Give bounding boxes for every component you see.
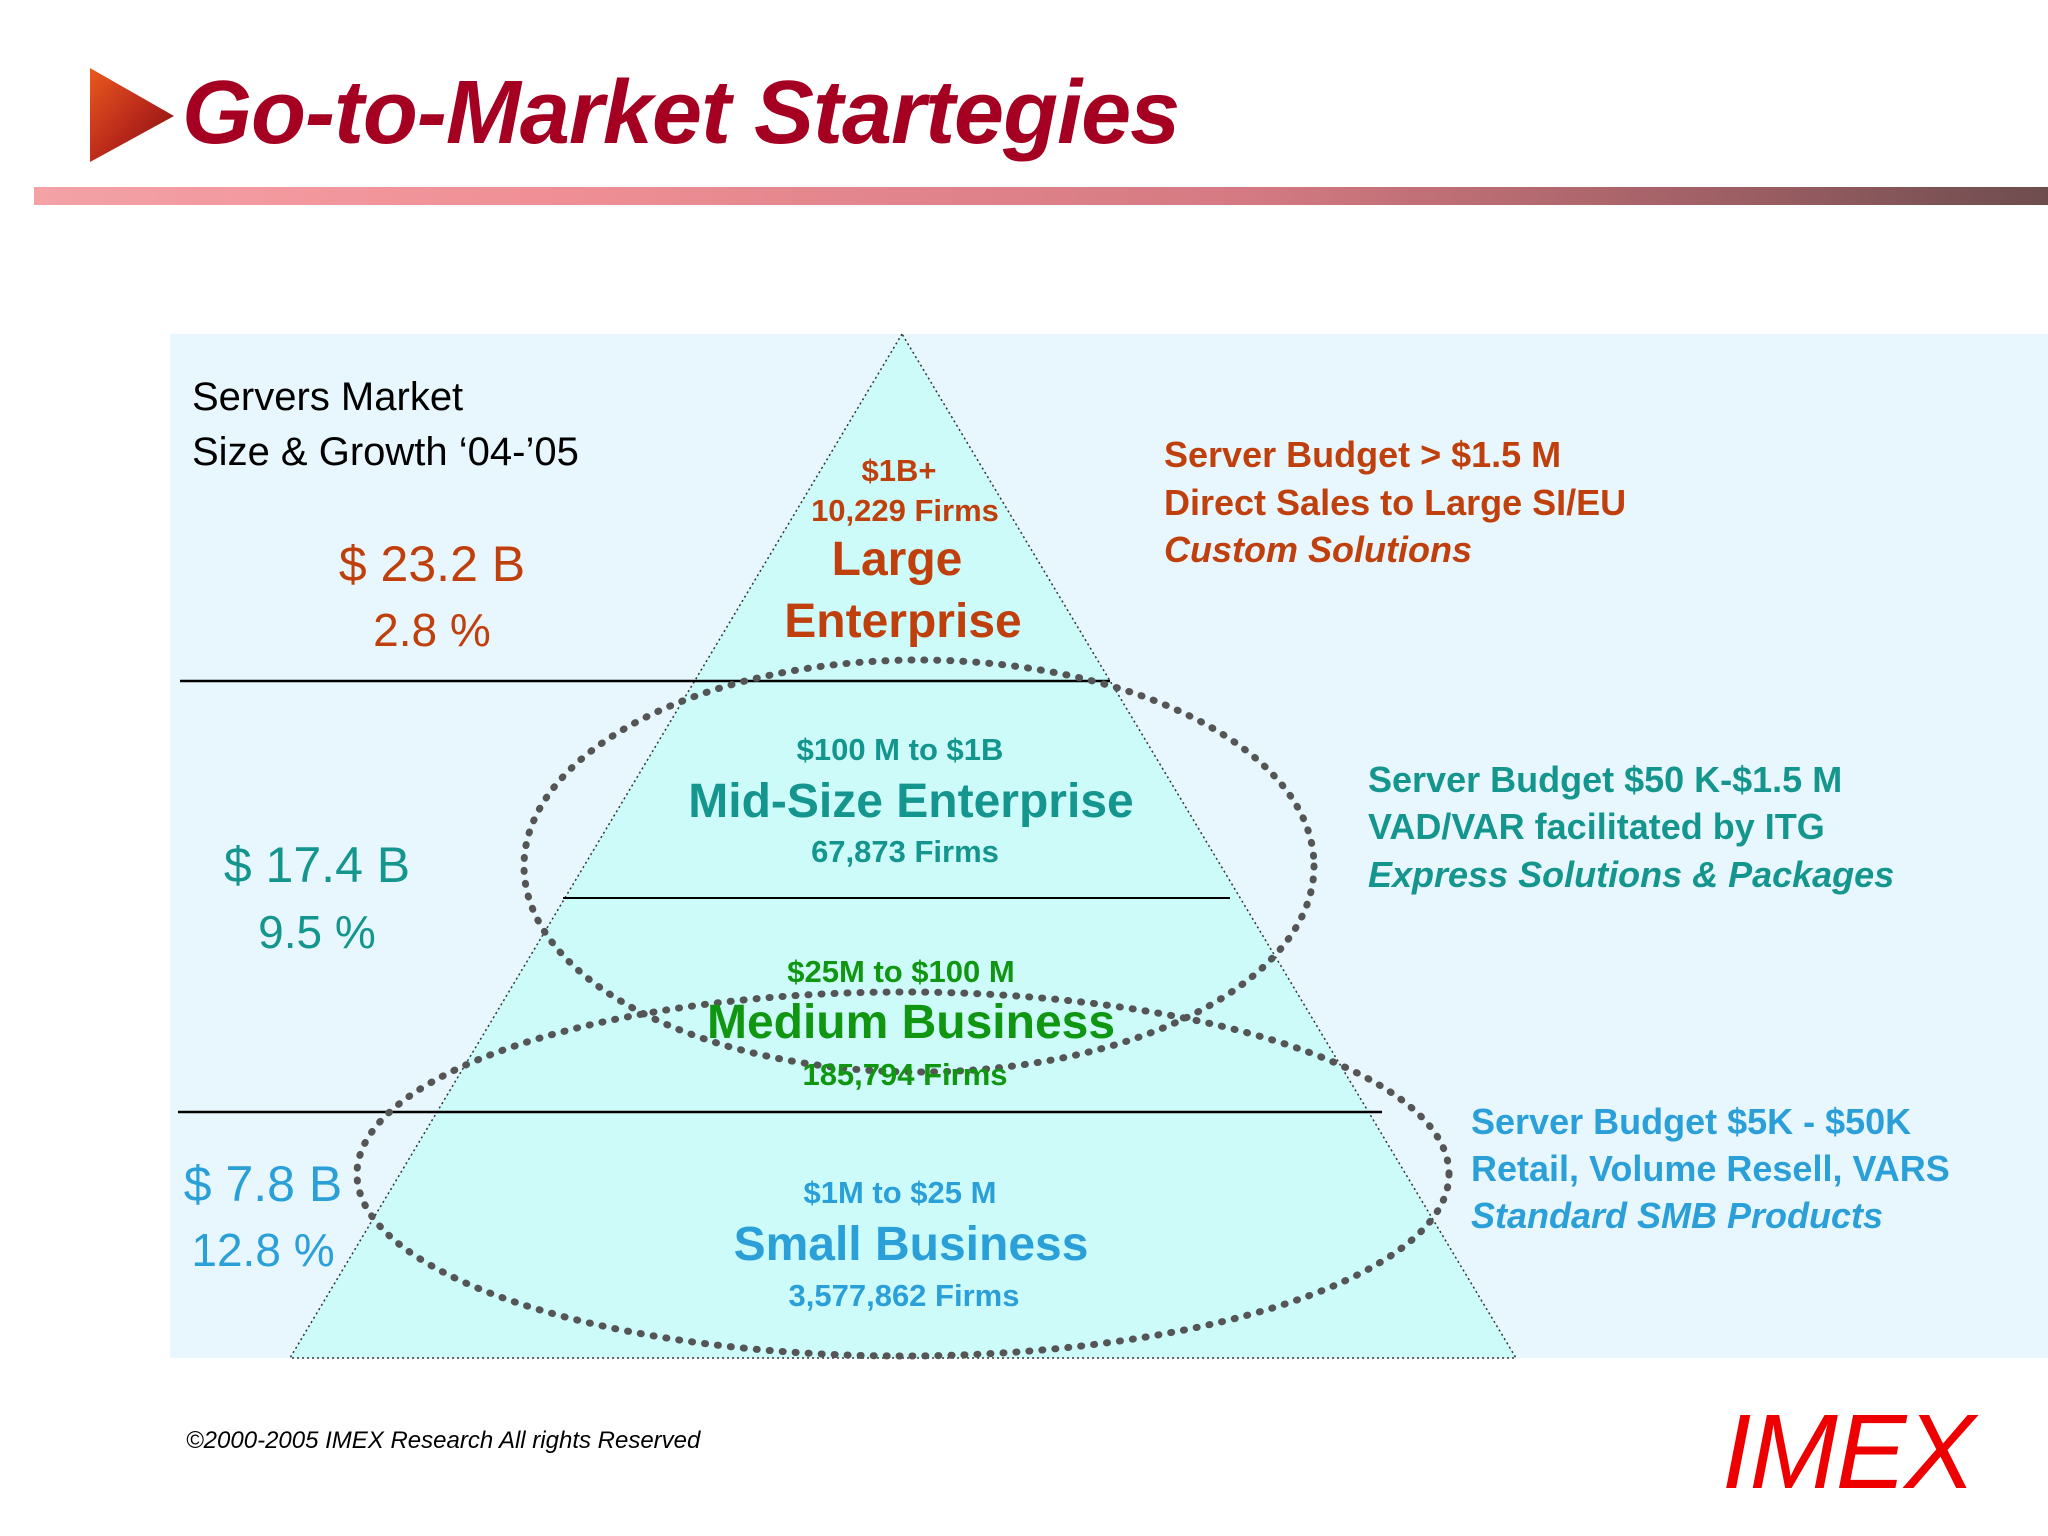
imex-logo: IMEX: [1722, 1393, 1975, 1511]
small-note-channel: Retail, Volume Resell, VARS: [1471, 1148, 1950, 1189]
medium-firm-count: 185,794 Firms: [802, 1057, 1007, 1092]
smb-market-ellipse: [353, 988, 1453, 1360]
mid-note-budget: Server Budget $50 K-$1.5 M: [1368, 759, 1842, 800]
small-revenue-range: $1M to $25 M: [804, 1175, 997, 1210]
large-market-size: $ 23.2 B: [339, 536, 525, 592]
large-market-growth: 2.8 %: [373, 604, 491, 656]
mid-market-size: $ 17.4 B: [224, 837, 410, 893]
small-market-size: $ 7.8 B: [184, 1156, 342, 1212]
market-label-line-2: Size & Growth ‘04-’05: [192, 430, 579, 474]
small-firm-count: 3,577,862 Firms: [789, 1278, 1020, 1313]
page-title: Go-to-Market Startegies: [182, 63, 1180, 163]
mid-note-offering: Express Solutions & Packages: [1368, 854, 1894, 895]
copyright-notice: ©2000-2005 IMEX Research All rights Rese…: [186, 1427, 701, 1454]
large-note-offering: Custom Solutions: [1164, 529, 1472, 570]
medium-revenue-range: $25M to $100 M: [787, 954, 1014, 989]
mid-market-growth: 9.5 %: [258, 906, 376, 958]
small-note-offering: Standard SMB Products: [1471, 1195, 1883, 1236]
mid-firm-count: 67,873 Firms: [811, 834, 999, 869]
small-market-growth: 12.8 %: [191, 1224, 334, 1276]
title-divider: [34, 187, 2048, 205]
large-note-budget: Server Budget > $1.5 M: [1164, 434, 1561, 475]
pyramid: [288, 332, 1518, 1359]
title-arrow-icon: [90, 68, 174, 162]
small-tier-name: Small Business: [734, 1218, 1089, 1271]
medium-tier-name: Medium Business: [707, 996, 1115, 1049]
large-tier-name-line-1: Large: [832, 533, 963, 586]
market-label-line-1: Servers Market: [192, 375, 463, 419]
small-note-budget: Server Budget $5K - $50K: [1471, 1101, 1911, 1142]
mid-tier-name: Mid-Size Enterprise: [688, 775, 1133, 828]
mid-market-ellipse: [520, 656, 1318, 1076]
large-tier-name-line-2: Enterprise: [784, 595, 1021, 648]
large-note-channel: Direct Sales to Large SI/EU: [1164, 482, 1626, 523]
large-revenue-range: $1B+: [862, 453, 937, 488]
large-firm-count: 10,229 Firms: [811, 493, 999, 528]
mid-revenue-range: $100 M to $1B: [797, 732, 1004, 767]
mid-note-channel: VAD/VAR facilitated by ITG: [1368, 806, 1825, 847]
